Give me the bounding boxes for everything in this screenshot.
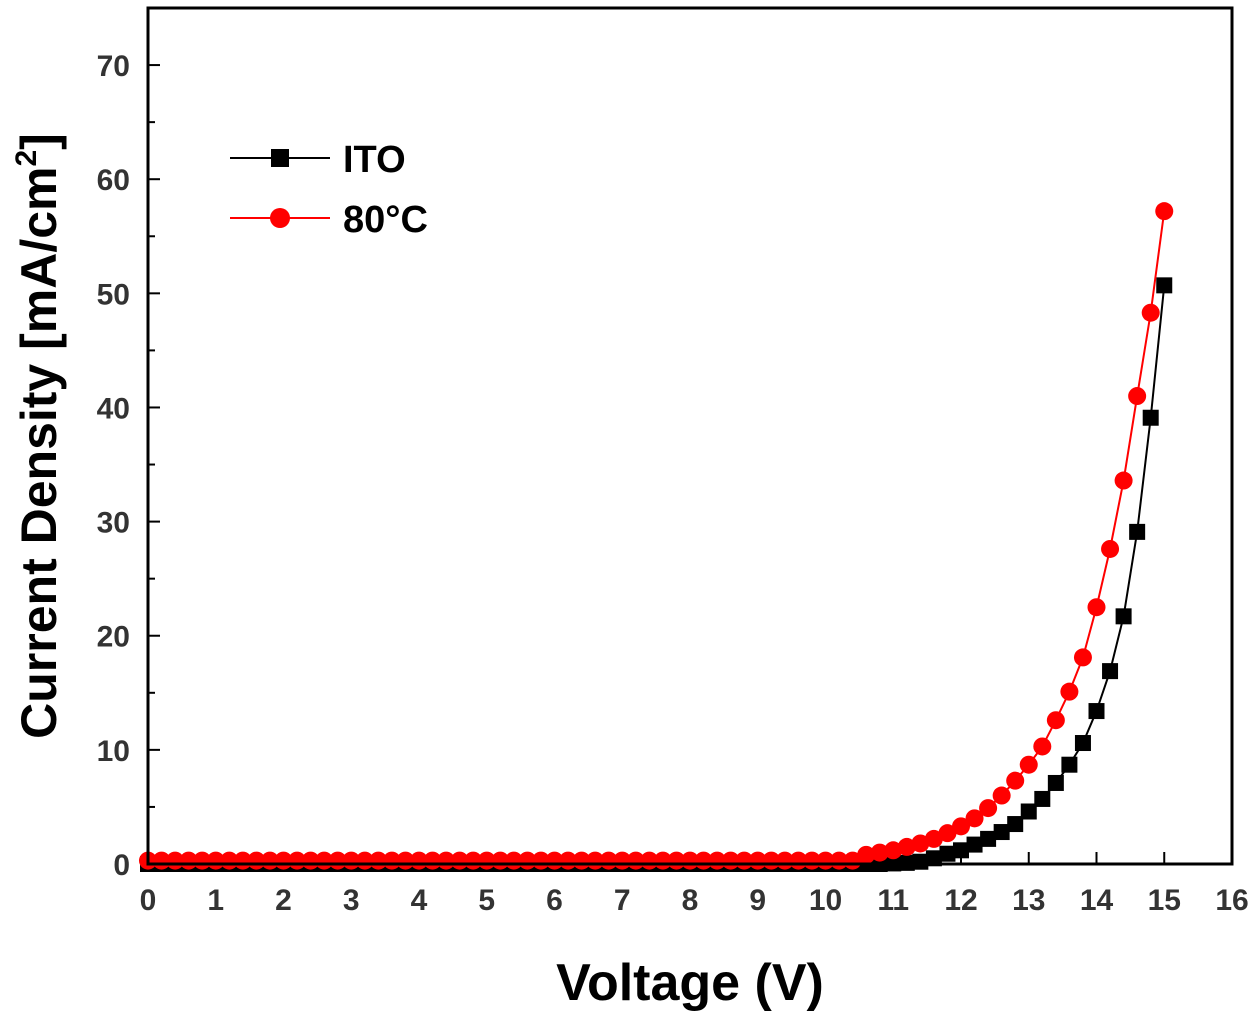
data-point — [1047, 774, 1064, 791]
data-point — [953, 842, 969, 859]
data-point — [1087, 598, 1106, 617]
data-point — [1115, 608, 1132, 625]
series-80c — [139, 202, 1174, 870]
y-tick-label: 30 — [97, 507, 130, 540]
x-tick-label: 3 — [343, 884, 360, 917]
data-point — [966, 836, 983, 853]
data-point — [1034, 790, 1051, 807]
data-point — [1114, 471, 1133, 490]
series-layer — [139, 202, 1174, 872]
data-point — [1088, 703, 1105, 720]
plot-frame — [146, 6, 1234, 866]
x-tick-label: 4 — [411, 884, 428, 917]
data-point — [911, 834, 930, 853]
data-point — [1019, 755, 1038, 774]
x-tick-label: 7 — [614, 884, 631, 917]
x-tick-label: 2 — [275, 884, 292, 917]
data-point — [1046, 711, 1065, 730]
data-point — [1007, 816, 1024, 833]
x-tick-label: 9 — [749, 884, 766, 917]
x-tick-label: 0 — [140, 884, 157, 917]
x-tick-label: 14 — [1080, 884, 1114, 917]
x-tick-label: 11 — [877, 884, 909, 917]
data-point — [857, 845, 876, 864]
x-tick-label: 1 — [207, 884, 224, 917]
data-point — [939, 845, 956, 862]
x-tick-label: 8 — [682, 884, 699, 917]
y-tick-label: 20 — [97, 621, 130, 654]
data-point — [992, 786, 1011, 805]
y-tick-label: 70 — [97, 50, 130, 83]
legend-item-80c: 80°C — [230, 199, 428, 241]
x-tick-label: 10 — [809, 884, 842, 917]
legend: ITO 80°C — [230, 139, 428, 241]
data-point — [1141, 303, 1160, 322]
data-point — [884, 841, 903, 860]
legend-label-80c: 80°C — [343, 199, 428, 241]
legend-label-ito: ITO — [343, 139, 406, 181]
data-point — [979, 799, 998, 818]
data-point — [1073, 648, 1092, 667]
data-point — [1020, 803, 1037, 820]
data-point — [1101, 539, 1120, 558]
data-point — [952, 817, 970, 836]
x-axis-title: Voltage (V) — [556, 954, 824, 1012]
data-point — [980, 830, 997, 847]
data-point — [1156, 277, 1173, 294]
y-tick-label: 40 — [97, 392, 130, 425]
y-axis-title-main: Current Density [mA/cm — [11, 167, 67, 739]
data-point — [925, 850, 942, 867]
y-tick-label: 10 — [97, 735, 130, 768]
y-axis-title: Current Density [mA/cm2] — [10, 133, 67, 739]
data-point — [897, 837, 916, 856]
x-tick-label: 5 — [478, 884, 495, 917]
data-point — [965, 809, 984, 828]
data-point — [870, 843, 889, 862]
x-tick-label: 16 — [1215, 884, 1248, 917]
legend-item-ito: ITO — [230, 139, 406, 181]
data-point — [1033, 737, 1052, 756]
data-point — [924, 829, 943, 848]
x-tick-label: 15 — [1148, 884, 1181, 917]
data-point — [1142, 409, 1159, 426]
x-tick-label: 6 — [546, 884, 563, 917]
data-point — [1061, 756, 1078, 773]
x-tick-label: 13 — [1012, 884, 1045, 917]
data-point — [1155, 202, 1174, 221]
data-point — [1102, 663, 1119, 680]
y-tick-label: 0 — [113, 849, 130, 882]
data-point — [938, 824, 957, 843]
y-tick-label: 50 — [97, 278, 130, 311]
y-axis-title-close: ] — [11, 133, 67, 150]
y-tick-label: 60 — [97, 164, 130, 197]
x-tick-label: 12 — [944, 884, 977, 917]
y-axis-title-sup: 2 — [10, 150, 43, 167]
data-point — [1060, 682, 1079, 701]
data-point — [1128, 387, 1147, 406]
data-point — [1129, 523, 1146, 540]
data-point — [993, 824, 1010, 841]
series-line — [148, 211, 1166, 862]
data-point — [1074, 735, 1091, 752]
data-point — [1006, 771, 1025, 790]
data-point — [912, 853, 929, 870]
